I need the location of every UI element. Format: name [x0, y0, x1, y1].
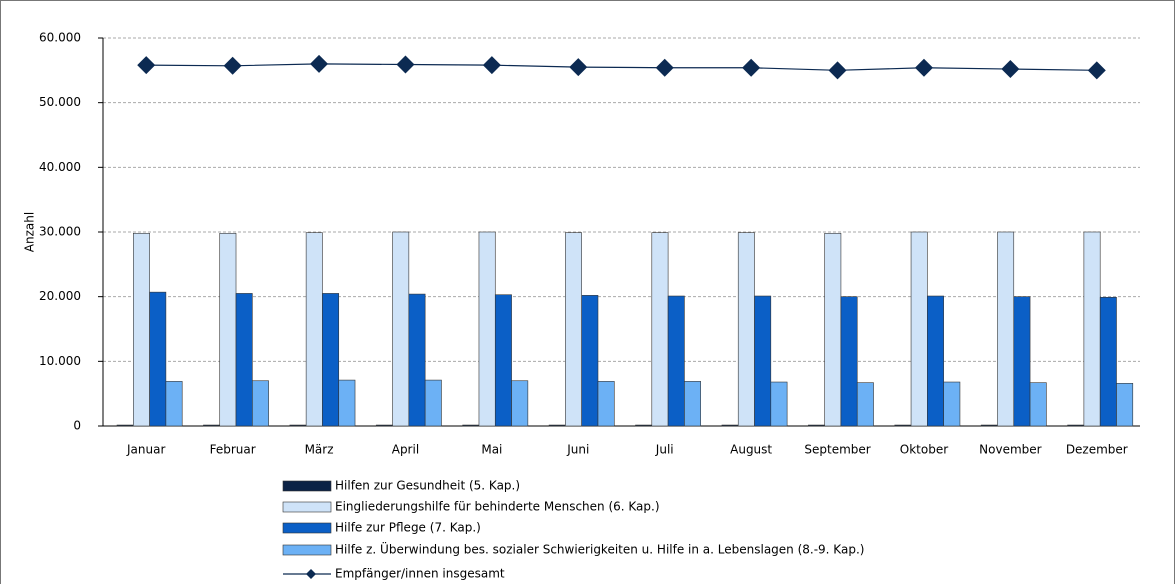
bar [808, 424, 825, 427]
bar [478, 231, 496, 427]
line-marker [137, 56, 156, 75]
bar [375, 424, 393, 427]
bar [754, 295, 772, 427]
line-marker [655, 58, 674, 77]
bar [133, 232, 150, 427]
bar [651, 232, 669, 427]
bar [424, 379, 442, 427]
bar [149, 291, 167, 427]
line-marker [310, 54, 329, 73]
bar [1116, 383, 1134, 427]
x-tick-label: Juni [566, 443, 589, 457]
x-tick-label: September [804, 443, 870, 457]
legend-label: Hilfe zur Pflege (7. Kap.) [335, 521, 481, 535]
bar [203, 424, 221, 427]
line-marker [396, 55, 415, 74]
x-tick-label: Juli [655, 443, 674, 457]
legend-label: Empfänger/innen insgesamt [335, 567, 505, 581]
bar [408, 293, 426, 427]
bar [338, 379, 356, 427]
bar [840, 296, 858, 427]
x-tick-label: November [979, 443, 1041, 457]
y-tick-label: 60.000 [39, 31, 81, 45]
bar [116, 424, 134, 427]
y-axis-label: Anzahl [23, 212, 37, 252]
y-tick-label: 30.000 [39, 225, 81, 239]
x-tick-label: Oktober [900, 443, 948, 457]
line-marker [482, 56, 501, 75]
line-marker [569, 58, 588, 77]
line-marker [742, 58, 761, 77]
y-tick-label: 10.000 [39, 354, 81, 368]
x-tick-label: Dezember [1066, 443, 1128, 457]
bar [494, 294, 512, 427]
line-marker [828, 61, 847, 80]
legend-label: Eingliederungshilfe für behinderte Mensc… [335, 500, 660, 514]
line-marker [1087, 61, 1106, 80]
bar [1083, 231, 1101, 427]
line-marker [223, 56, 242, 75]
y-tick-label: 0 [73, 419, 81, 433]
bar [548, 424, 566, 427]
legend-swatch [282, 522, 332, 534]
legend-marker [306, 569, 316, 579]
bar [1099, 297, 1117, 427]
bar [322, 293, 340, 427]
bar [980, 424, 998, 427]
line-marker [1001, 60, 1020, 79]
y-tick-label: 50.000 [39, 95, 81, 109]
bar [943, 381, 961, 427]
bar [721, 424, 739, 427]
bar [565, 232, 582, 427]
bar [737, 232, 755, 427]
bar [997, 231, 1015, 427]
bar [910, 231, 928, 427]
bar [511, 380, 529, 427]
x-tick-label: August [730, 443, 772, 457]
bar [1029, 382, 1047, 427]
bar [252, 380, 269, 427]
bar [856, 382, 874, 427]
bar [289, 424, 307, 427]
x-tick-label: Februar [210, 443, 256, 457]
bar [667, 295, 685, 427]
legend-swatch [282, 544, 332, 556]
bar [635, 424, 653, 427]
bar [927, 295, 944, 427]
bar [824, 232, 842, 427]
bar [770, 381, 788, 427]
line-marker [914, 58, 933, 77]
bar [581, 295, 599, 427]
line [146, 63, 1097, 71]
legend-swatch [282, 480, 332, 492]
bar [219, 232, 237, 427]
x-tick-label: Januar [126, 443, 165, 457]
bar [462, 424, 480, 427]
bar [165, 381, 183, 427]
legend-label: Hilfe z. Überwindung bes. sozialer Schwi… [335, 541, 864, 557]
legend-label: Hilfen zur Gesundheit (5. Kap.) [335, 479, 520, 493]
bar [305, 232, 323, 427]
x-tick-label: März [305, 443, 334, 457]
y-tick-label: 20.000 [39, 289, 81, 303]
bar [597, 381, 615, 427]
x-tick-label: Mai [481, 443, 502, 457]
bar [392, 231, 410, 427]
bar [1013, 296, 1031, 427]
bar [894, 424, 912, 427]
y-tick-label: 40.000 [39, 160, 81, 174]
x-tick-label: April [392, 443, 419, 457]
bar [235, 293, 253, 427]
bar [684, 381, 702, 427]
legend-swatch [282, 501, 332, 513]
bar [1067, 424, 1085, 427]
